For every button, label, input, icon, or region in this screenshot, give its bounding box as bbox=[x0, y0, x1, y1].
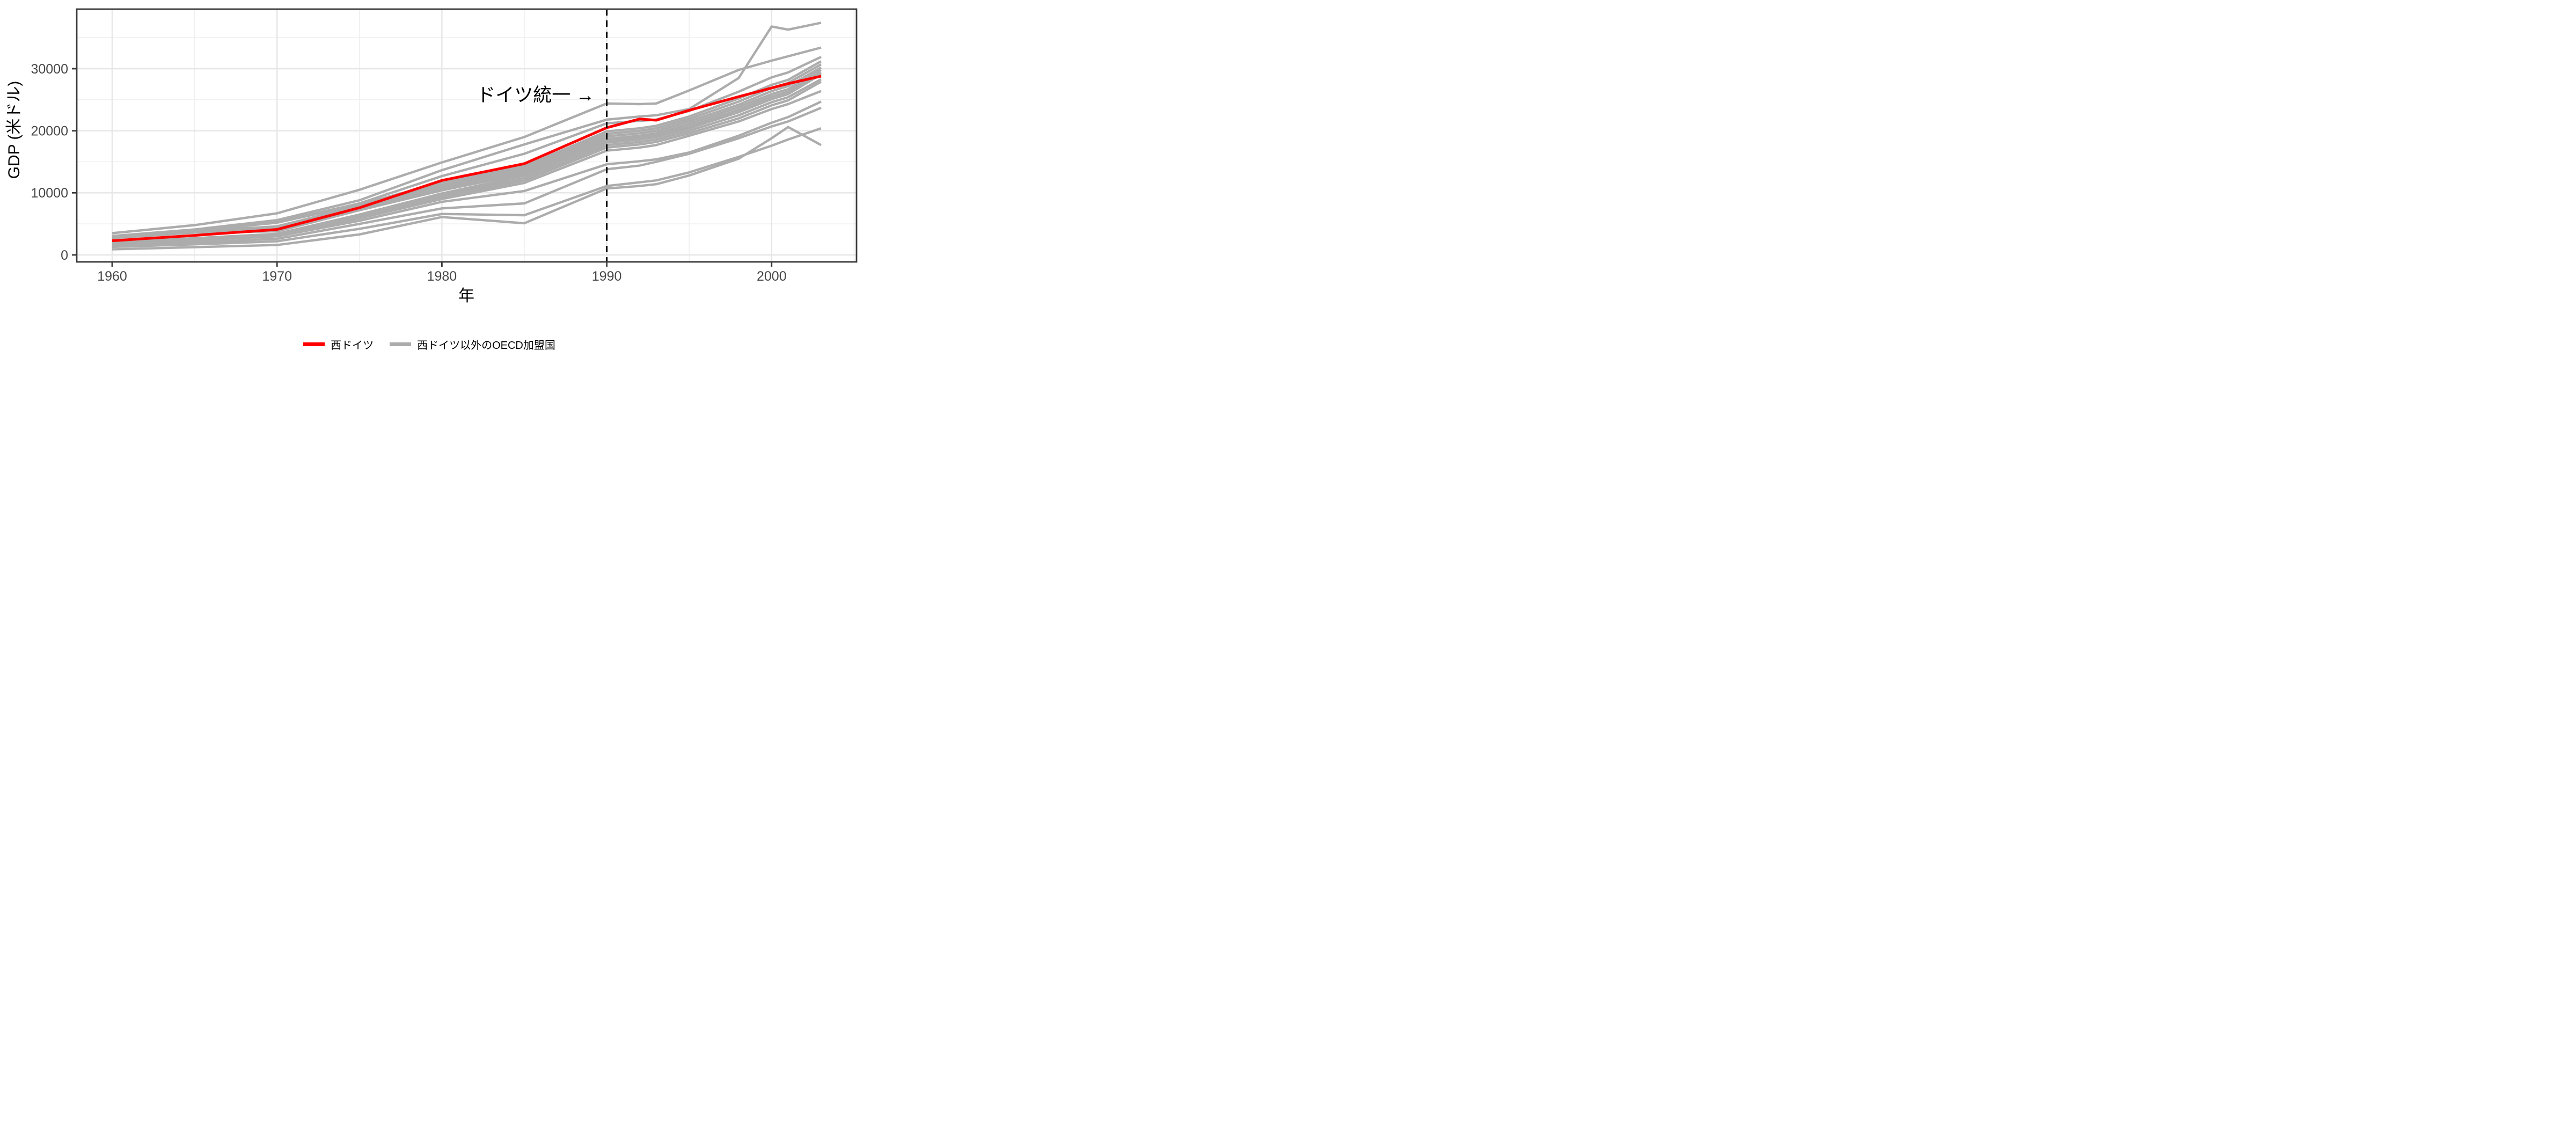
y-tick-label: 0 bbox=[61, 248, 68, 263]
y-tick-label: 30000 bbox=[31, 62, 68, 77]
line-oecd-country bbox=[112, 71, 822, 239]
chart-figure: ドイツ統一 → 0 10000 20000 30000 1960 1970 1980 1990… bbox=[0, 0, 859, 376]
legend-label-other-oecd: 西ドイツ以外のOECD加盟国 bbox=[417, 340, 555, 352]
y-axis-title: GDP (米ドル) bbox=[5, 81, 23, 179]
annotation-german-reunification: ドイツ統一 → bbox=[477, 85, 595, 106]
legend: 西ドイツ 西ドイツ以外のOECD加盟国 bbox=[0, 336, 859, 352]
x-axis-title: 年 bbox=[458, 287, 474, 305]
panel-border bbox=[76, 8, 858, 263]
y-tick-label: 10000 bbox=[31, 186, 68, 201]
y-tick-label: 20000 bbox=[31, 123, 68, 138]
legend-label-west-germany: 西ドイツ bbox=[331, 340, 374, 352]
axis-ticks-and-labels: 0 10000 20000 30000 1960 1970 1980 1990 2000 bbox=[31, 62, 786, 284]
legend-item-other-oecd: 西ドイツ以外のOECD加盟国 bbox=[390, 336, 555, 352]
x-tick-label: 1980 bbox=[427, 269, 457, 284]
line-oecd-country bbox=[112, 66, 822, 239]
line-oecd-country bbox=[112, 46, 822, 235]
x-tick-label: 1990 bbox=[592, 269, 622, 284]
data-lines bbox=[112, 21, 822, 251]
legend-key-other-oecd bbox=[390, 342, 412, 346]
x-tick-label: 1960 bbox=[97, 269, 127, 284]
legend-item-west-germany: 西ドイツ bbox=[303, 336, 374, 352]
line-oecd-country bbox=[112, 60, 822, 238]
line-oecd-country bbox=[112, 21, 822, 237]
plot-svg: ドイツ統一 → 0 10000 20000 30000 1960 1970 1980 1990… bbox=[5, 8, 858, 305]
line-oecd-country bbox=[112, 127, 822, 248]
gridlines-minor bbox=[77, 9, 857, 262]
line-oecd-country bbox=[112, 63, 822, 239]
x-tick-label: 2000 bbox=[757, 269, 787, 284]
line-oecd-country bbox=[112, 100, 822, 245]
line-oecd-country bbox=[112, 106, 822, 247]
line-oecd-country bbox=[112, 126, 822, 251]
legend-key-west-germany bbox=[303, 342, 325, 346]
x-tick-label: 1970 bbox=[262, 269, 292, 284]
line-west-germany bbox=[112, 75, 822, 243]
panel-frame bbox=[76, 8, 858, 263]
